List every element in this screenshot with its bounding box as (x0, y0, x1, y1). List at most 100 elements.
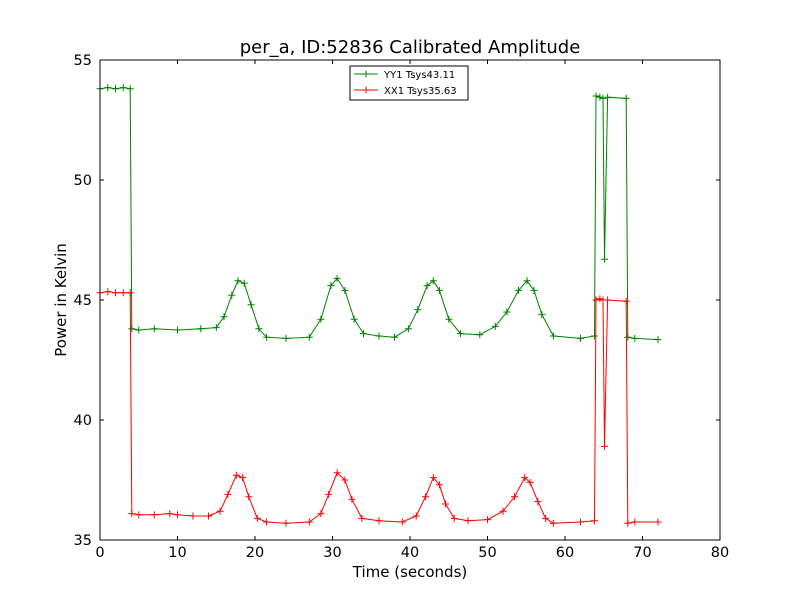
series-point-1 (442, 500, 450, 508)
legend: YY1 Tsys43.11 XX1 Tsys35.63 (349, 65, 469, 101)
legend-label-xx1: XX1 Tsys35.63 (384, 86, 457, 97)
series-point-1 (521, 474, 529, 482)
x-tick-label: 80 (711, 545, 729, 561)
series-point-1 (622, 297, 630, 305)
series-point-1 (166, 510, 174, 518)
series-point-0 (128, 325, 136, 333)
legend-box (349, 65, 469, 101)
series-point-0 (126, 85, 134, 93)
series-point-1 (596, 295, 604, 303)
y-tick-label: 35 (74, 533, 92, 549)
series-point-0 (523, 277, 531, 285)
series-point-1 (104, 288, 112, 296)
series-point-1 (205, 512, 212, 520)
series-point-1 (325, 490, 333, 498)
series-point-1 (305, 518, 313, 526)
series-point-0 (240, 279, 248, 287)
series-point-1 (253, 514, 261, 522)
series-point-1 (348, 495, 356, 503)
series-point-0 (327, 282, 335, 290)
series-point-0 (429, 277, 437, 285)
series-point-0 (391, 333, 398, 341)
series-point-0 (515, 286, 522, 294)
series-point-0 (491, 322, 499, 330)
series-point-0 (654, 336, 662, 344)
series-point-0 (112, 85, 119, 93)
series-point-0 (624, 333, 632, 341)
series-point-0 (119, 84, 127, 92)
series-point-0 (282, 334, 290, 342)
plot-area: 0 10 20 30 40 50 60 70 80 35 40 45 50 55 (74, 53, 730, 561)
series-point-0 (404, 325, 412, 333)
series-point-1 (591, 517, 598, 525)
series-point-0 (305, 333, 313, 341)
series-point-1 (464, 517, 472, 525)
series-point-1 (422, 493, 429, 501)
series-point-0 (435, 286, 443, 294)
series-point-1 (232, 471, 240, 479)
series-point-1 (631, 518, 639, 526)
series-point-0 (360, 330, 367, 338)
legend-marker-yy1 (362, 70, 370, 78)
series-point-1 (245, 493, 253, 501)
series-point-0 (622, 94, 630, 102)
series-point-1 (239, 474, 247, 482)
series-point-0 (599, 94, 607, 102)
series-point-1 (604, 296, 612, 304)
series-point-0 (247, 301, 255, 309)
x-tick-label: 60 (556, 545, 574, 561)
series-point-0 (104, 84, 112, 92)
series-point-0 (538, 310, 546, 318)
series-point-0 (263, 333, 271, 341)
series-point-0 (228, 291, 236, 299)
chart-title: per_a, ID:52836 Calibrated Amplitude (240, 37, 581, 58)
y-tick-label: 45 (74, 293, 92, 309)
legend-marker-xx1 (362, 86, 370, 94)
series-point-1 (577, 518, 584, 526)
series-point-1 (484, 516, 491, 524)
y-axis-title: Power in Kelvin (52, 243, 70, 357)
series-point-0 (577, 334, 584, 342)
x-tick-label: 30 (323, 545, 341, 561)
series-point-0 (591, 332, 598, 340)
series-point-1 (398, 518, 406, 526)
x-tick-label: 50 (478, 545, 496, 561)
y-tick-label: 40 (74, 413, 92, 429)
series-point-0 (333, 274, 341, 282)
series-point-1 (135, 511, 143, 519)
series-point-0 (476, 331, 484, 339)
series-point-1 (601, 442, 608, 450)
y-tick-label: 55 (74, 53, 92, 69)
series-point-1 (216, 507, 224, 515)
series-point-0 (174, 326, 181, 334)
series-point-0 (596, 93, 604, 101)
series-point-1 (542, 514, 550, 522)
series-point-0 (350, 315, 358, 323)
series-point-1 (119, 289, 127, 297)
series-point-1 (412, 512, 420, 520)
series-point-1 (358, 514, 366, 522)
series-point-1 (128, 510, 136, 518)
series-point-0 (592, 92, 600, 100)
series-point-0 (456, 330, 464, 338)
series-point-0 (317, 315, 325, 323)
series-point-0 (445, 315, 453, 323)
series-point-0 (601, 255, 608, 263)
series-point-0 (255, 325, 263, 333)
series-point-1 (126, 289, 134, 297)
x-tick-label: 20 (246, 545, 264, 561)
series-point-1 (174, 511, 181, 519)
x-tick-label: 10 (168, 545, 186, 561)
series-point-1 (112, 289, 119, 297)
x-tick-label: 40 (401, 545, 419, 561)
series-point-1 (624, 519, 632, 527)
series-point-1 (592, 296, 600, 304)
series-point-0 (414, 306, 422, 314)
series-point-1 (534, 498, 542, 506)
series-point-0 (220, 313, 228, 321)
series-point-0 (549, 332, 557, 340)
series-point-1 (263, 518, 271, 526)
series-line-0 (99, 87, 659, 341)
series-point-0 (423, 282, 431, 290)
